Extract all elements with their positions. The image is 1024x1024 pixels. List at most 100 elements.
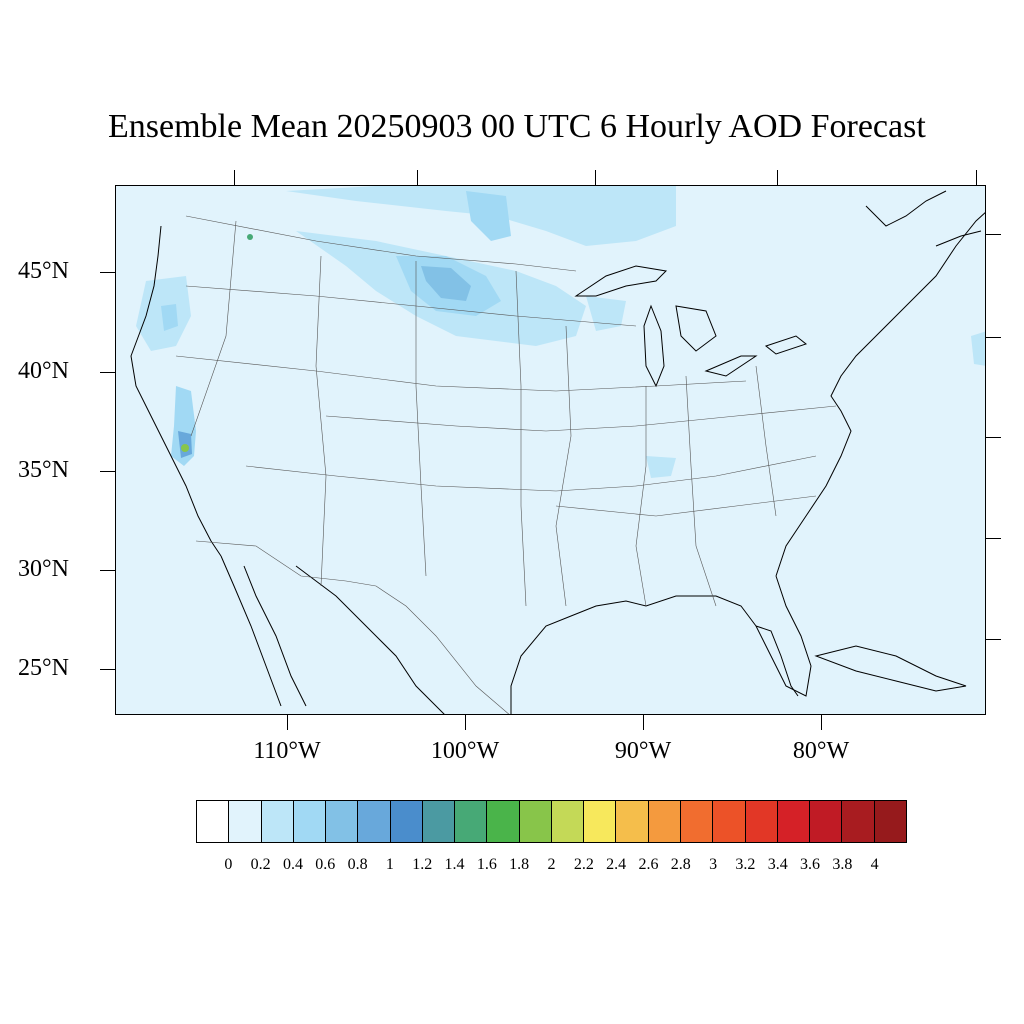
border-line: [515, 270, 527, 607]
hudson-region: [865, 190, 947, 227]
border-line: [755, 365, 777, 517]
left-tick: [100, 272, 115, 273]
lake-michigan: [643, 304, 665, 388]
aod-plume-tennessee: [646, 456, 676, 478]
lat-label-30: 30°N: [18, 556, 69, 582]
nova-scotia: [935, 230, 982, 247]
aod-plumes: [136, 186, 985, 478]
pacific-coast: [130, 225, 222, 557]
cuba: [814, 645, 967, 692]
border-line: [190, 220, 237, 437]
aod-plume-ontario: [586, 296, 626, 331]
right-tick: [986, 639, 1001, 640]
border-line: [315, 255, 327, 587]
colorbar-label: 0: [224, 856, 233, 873]
aod-plume-canada: [286, 186, 676, 246]
colorbar-box: [745, 801, 778, 842]
border-line: [175, 355, 747, 392]
border-line: [635, 386, 647, 607]
colorbar-box: [455, 801, 488, 842]
colorbar-box: [326, 801, 359, 842]
lon-label-110w: 110°W: [253, 738, 321, 764]
colorbar-label: 3.2: [735, 856, 756, 873]
border-line: [415, 261, 427, 577]
colorbar-label: 3.4: [767, 856, 788, 873]
colorbar-label: 1.8: [509, 856, 530, 873]
colorbar-box: [584, 801, 617, 842]
lake-huron: [675, 305, 717, 352]
lat-label-40: 40°N: [18, 358, 69, 384]
bottom-tick: [821, 715, 822, 730]
lat-label-45: 45°N: [18, 258, 69, 284]
right-tick: [986, 437, 1001, 438]
aod-plume-dakota-core: [421, 266, 471, 301]
colorbar-label: 0.4: [282, 856, 303, 873]
colorbar-box: [874, 801, 906, 842]
us-canada-border: [185, 215, 577, 272]
colorbar-label: 0.6: [315, 856, 336, 873]
lake-erie: [704, 355, 758, 377]
gulf-california: [243, 565, 307, 707]
left-tick: [100, 471, 115, 472]
colorbar-box: [261, 801, 294, 842]
border-line: [555, 495, 817, 517]
colorbar-box: [616, 801, 649, 842]
colorbar-box: [358, 801, 391, 842]
lon-label-100w: 100°W: [430, 738, 500, 764]
aod-plume-california-hotspot: [181, 444, 189, 452]
top-tick: [417, 170, 418, 185]
colorbar-box: [680, 801, 714, 842]
aod-plume-canada-core: [466, 191, 511, 241]
bottom-tick: [643, 715, 644, 730]
colorbar-label: 2.2: [573, 856, 594, 873]
colorbar-label: 4: [870, 856, 879, 873]
colorbar-box: [648, 801, 681, 842]
colorbar-label: 1.6: [476, 856, 497, 873]
aod-plume-atlantic: [971, 331, 985, 366]
colorbar-label: 0.8: [347, 856, 368, 873]
border-line: [245, 455, 817, 492]
colorbar-label: 3.8: [832, 856, 853, 873]
colorbar-label: 0.2: [250, 856, 271, 873]
colorbar-box: [487, 801, 520, 842]
right-tick: [986, 538, 1001, 539]
aod-plume-washington-hotspot: [247, 234, 253, 240]
colorbar-box: [777, 801, 811, 842]
lon-label-80w: 80°W: [792, 738, 850, 764]
top-tick: [234, 170, 235, 185]
colorbar-box: [293, 801, 327, 842]
top-tick: [976, 170, 977, 185]
atlantic-coast: [775, 212, 985, 577]
lon-label-90w: 90°W: [614, 738, 672, 764]
colorbar-label: 2: [547, 856, 556, 873]
colorbar-label: 1.4: [444, 856, 465, 873]
colorbar-label: 2.8: [670, 856, 691, 873]
colorbar-box: [197, 801, 230, 842]
colorbar-box: [229, 801, 262, 842]
right-tick: [986, 234, 1001, 235]
map-svg: [130, 186, 985, 714]
left-tick: [100, 570, 115, 571]
colorbar-box: [422, 801, 456, 842]
bottom-tick: [465, 715, 466, 730]
colorbar: [196, 800, 907, 843]
colorbar-box: [713, 801, 746, 842]
colorbar-label: 2.6: [638, 856, 659, 873]
map-title: Ensemble Mean 20250903 00 UTC 6 Hourly A…: [108, 108, 926, 145]
bottom-tick: [287, 715, 288, 730]
baja-coast: [220, 555, 282, 707]
colorbar-box: [842, 801, 875, 842]
us-mexico-border: [195, 540, 510, 714]
colorbar-box: [519, 801, 552, 842]
map-panel: [115, 185, 986, 715]
top-tick: [777, 170, 778, 185]
left-tick: [100, 372, 115, 373]
border-line: [685, 375, 717, 607]
colorbar-box: [390, 801, 423, 842]
colorbar-label: 3: [709, 856, 718, 873]
colorbar-label: 2.4: [606, 856, 627, 873]
lat-label-35: 35°N: [18, 457, 69, 483]
gulf-coast: [510, 575, 812, 714]
colorbar-label: 1: [385, 856, 394, 873]
coastlines: [130, 190, 985, 714]
